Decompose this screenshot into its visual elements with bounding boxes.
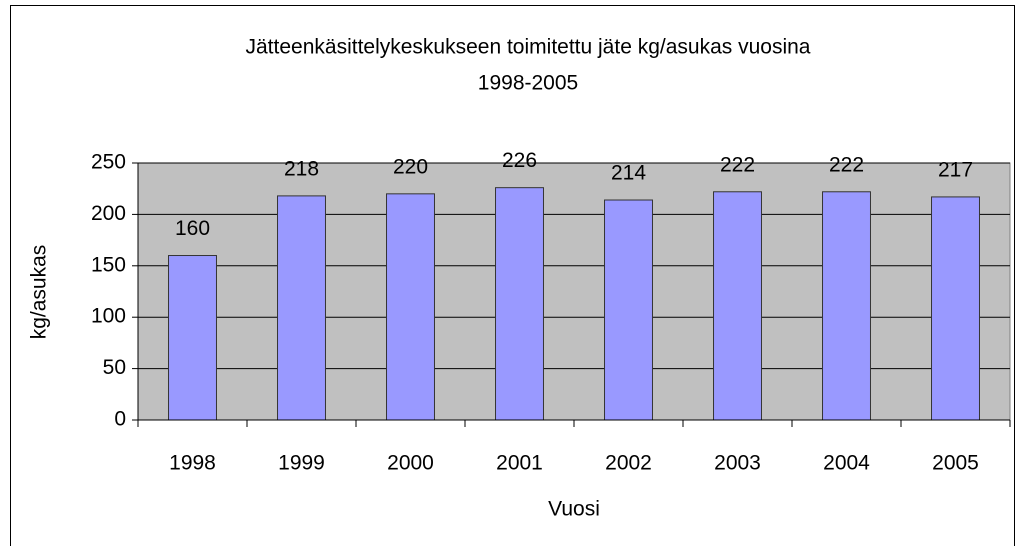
y-tick-label: 100 xyxy=(91,305,126,328)
x-tick-label: 2004 xyxy=(823,452,870,475)
data-label: 218 xyxy=(284,157,319,180)
x-tick-label: 2002 xyxy=(605,452,652,475)
data-label: 226 xyxy=(502,149,537,172)
x-tick-label: 2001 xyxy=(496,452,543,475)
x-tick-label: 2003 xyxy=(714,452,761,475)
data-label: 160 xyxy=(175,217,210,240)
y-axis-label: kg/asukas xyxy=(28,245,51,340)
x-tick-label: 2005 xyxy=(932,452,979,475)
data-label: 222 xyxy=(829,153,864,176)
chart-title: Jätteenkäsittelykeskukseen toimitettu jä… xyxy=(246,36,811,59)
data-label: 217 xyxy=(938,158,973,181)
x-tick-label: 1999 xyxy=(278,452,325,475)
y-tick-label: 0 xyxy=(114,408,126,431)
x-axis-label: Vuosi xyxy=(548,498,600,521)
chart-title: 1998-2005 xyxy=(478,72,578,95)
plot-area xyxy=(137,162,1011,421)
data-label: 222 xyxy=(720,153,755,176)
bar xyxy=(931,196,980,421)
y-tick-label: 200 xyxy=(91,202,126,225)
y-tick-label: 150 xyxy=(91,253,126,276)
bar xyxy=(822,191,871,421)
bar xyxy=(168,255,217,421)
bar xyxy=(386,193,435,421)
data-label: 214 xyxy=(611,162,646,185)
x-tick-label: 1998 xyxy=(169,452,216,475)
y-tick-label: 250 xyxy=(91,151,126,174)
bar xyxy=(495,187,544,421)
bar xyxy=(604,199,653,421)
y-tick-label: 50 xyxy=(103,356,126,379)
data-label: 220 xyxy=(393,155,428,178)
x-tick-label: 2000 xyxy=(387,452,434,475)
bar xyxy=(713,191,762,421)
bar xyxy=(277,195,326,421)
